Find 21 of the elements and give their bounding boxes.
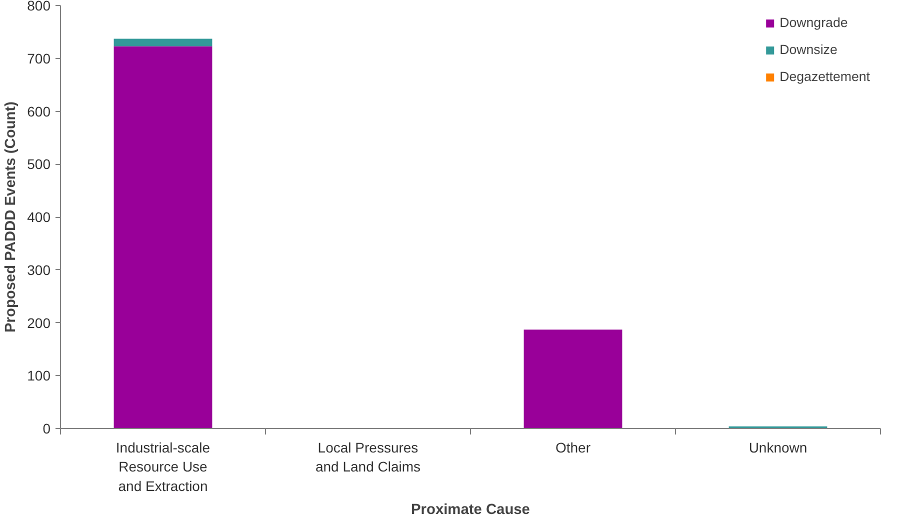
bar bbox=[114, 38, 212, 46]
y-tick-label: 0 bbox=[42, 420, 51, 436]
x-tick-label: Industrial-scale Resource Use and Extraction bbox=[116, 440, 210, 494]
y-tick-label: 700 bbox=[27, 50, 51, 66]
y-tick-label: 600 bbox=[27, 103, 51, 120]
x-axis-title: Proximate Cause bbox=[411, 502, 530, 518]
y-tick-label: 300 bbox=[27, 262, 51, 278]
y-tick-label: 500 bbox=[27, 156, 51, 172]
legend-label: Degazettement bbox=[780, 69, 870, 84]
y-tick-label: 800 bbox=[27, 0, 51, 14]
x-tick-label: Other bbox=[555, 440, 591, 456]
x-tick-label: Unknown bbox=[748, 440, 808, 456]
y-tick-label: 400 bbox=[27, 209, 51, 225]
y-tick-label: 100 bbox=[27, 368, 51, 384]
y-tick-label: 200 bbox=[27, 314, 51, 331]
bar bbox=[114, 46, 212, 428]
legend-label: Downsize bbox=[780, 42, 838, 57]
bar bbox=[524, 330, 622, 428]
y-axis-title: Proposed PADDD Events (Count) bbox=[3, 101, 20, 332]
x-tick-label: Local Pressures and Land Claims bbox=[315, 440, 421, 475]
legend-label: Downgrade bbox=[780, 15, 848, 30]
